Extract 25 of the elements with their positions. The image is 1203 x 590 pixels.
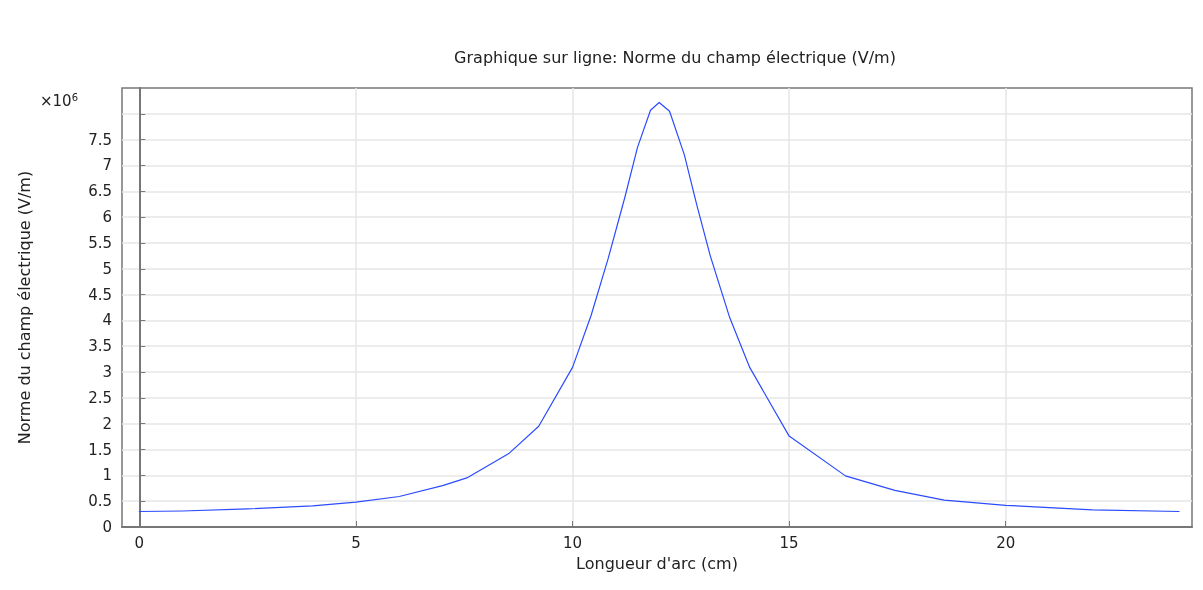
y-tick-label: 3.5 [88,337,112,356]
y-tick-label: 3 [102,363,112,382]
y-tick-label: 0 [102,518,112,536]
x-tick-label: 5 [351,533,361,552]
y-axis-title: Norme du champ électrique (V/m) [14,170,34,445]
y-tick-label: 5 [102,259,112,278]
y-tick-label: 5.5 [88,233,112,252]
line-series [138,101,1180,513]
chart-title: Graphique sur ligne: Norme du champ électrique (V/m) [454,47,896,67]
x-tick-label: 10 [562,533,583,552]
x-tick-label: 0 [134,533,145,552]
y-tick-label: 4.5 [88,285,112,304]
y-tick-label: 1.5 [88,440,112,459]
y-tick-label: 4 [102,311,112,330]
y-tick-label: 7.5 [88,130,112,149]
y-tick-label: 7 [102,156,112,175]
x-tick-label: 15 [779,533,799,552]
y-tick-label: 1 [102,466,112,485]
y-tick-label: 2 [102,414,112,433]
y-tick-label: 2.5 [88,388,112,407]
x-tick-label: 20 [996,533,1016,552]
y-tick-label: 0.5 [88,492,112,511]
y-tick-label: 6.5 [88,182,112,201]
x-axis-title: Longueur d'arc (cm) [576,553,738,573]
y-tick-label: 6 [102,208,112,227]
